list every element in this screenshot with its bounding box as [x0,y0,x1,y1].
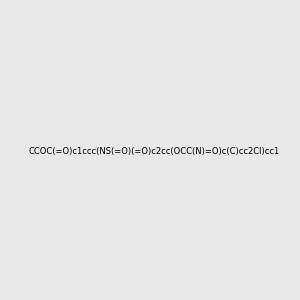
Text: CCOC(=O)c1ccc(NS(=O)(=O)c2cc(OCC(N)=O)c(C)cc2Cl)cc1: CCOC(=O)c1ccc(NS(=O)(=O)c2cc(OCC(N)=O)c(… [28,147,279,156]
